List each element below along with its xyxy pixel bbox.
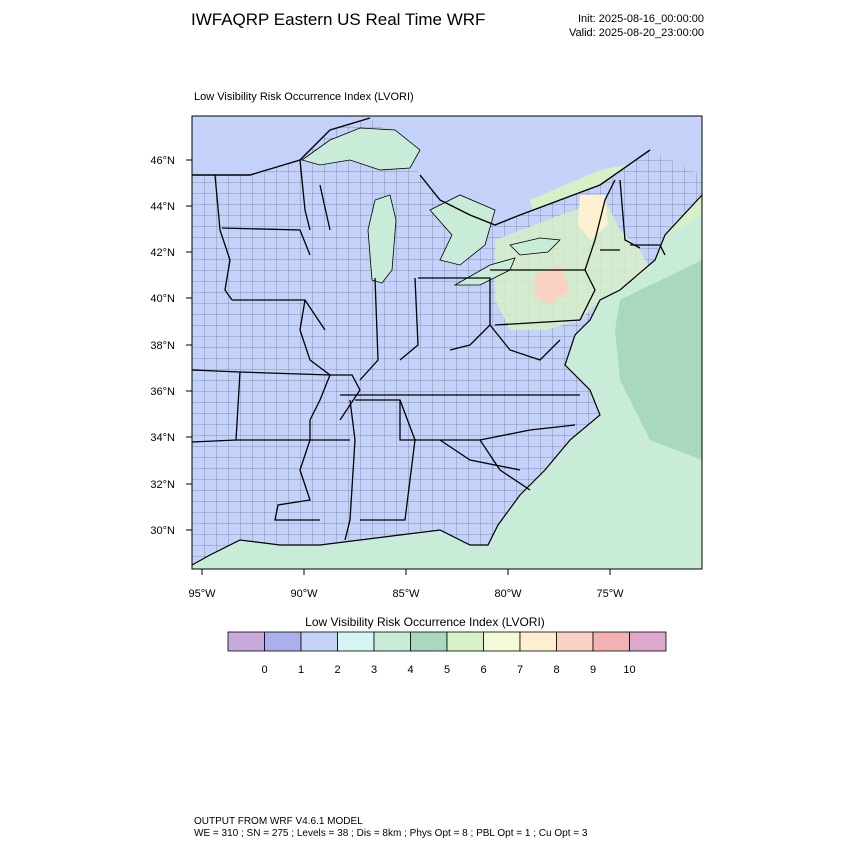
lat-label: 34°N — [150, 432, 175, 444]
lake-michigan — [367, 194, 397, 284]
main-title: IWFAQRP Eastern US Real Time WRF — [191, 10, 486, 29]
colorbar-label: 8 — [553, 664, 559, 676]
colorbar-box — [483, 631, 521, 652]
lon-label: 90°W — [290, 588, 318, 600]
country-border — [192, 117, 651, 226]
lon-label: 75°W — [596, 588, 624, 600]
map-area — [192, 116, 702, 569]
colorbar-label: 6 — [480, 664, 486, 676]
colorbar-box — [519, 631, 557, 652]
lon-ticks — [201, 569, 611, 575]
colorbar-label: 5 — [444, 664, 450, 676]
field-title: Low Visibility Risk Occurrence Index (LV… — [194, 91, 414, 103]
init-time: Init: 2025-08-16_00:00:00 — [578, 13, 704, 25]
colorbar-box — [337, 631, 375, 652]
lat-ticks — [186, 159, 192, 531]
lat-label: 38°N — [150, 340, 175, 352]
adirondack-high — [578, 195, 608, 240]
colorbar-label: 9 — [590, 664, 596, 676]
valid-time: Valid: 2025-08-20_23:00:00 — [569, 27, 704, 39]
map-frame — [191, 115, 703, 570]
colorbar-box — [373, 631, 411, 652]
lon-label: 85°W — [392, 588, 420, 600]
lake-superior — [301, 127, 421, 171]
state-boundaries — [192, 159, 666, 541]
lake-ontario — [509, 237, 561, 256]
footer-config: WE = 310 ; SN = 275 ; Levels = 38 ; Dis … — [194, 828, 588, 839]
colorbar — [227, 631, 667, 652]
colorbar-box — [227, 631, 265, 652]
northeast-green — [495, 200, 650, 330]
lon-label: 80°W — [494, 588, 522, 600]
colorbar-labels: 0 1 2 3 4 5 6 7 8 9 10 — [261, 664, 635, 676]
colorbar-title: Low Visibility Risk Occurrence Index (LV… — [305, 615, 545, 629]
colorbar-label: 2 — [334, 664, 340, 676]
colorbar-box — [446, 631, 484, 652]
atlantic-dark — [615, 260, 702, 460]
colorbar-box — [556, 631, 594, 652]
lat-label: 46°N — [150, 155, 175, 167]
colorbar-box — [592, 631, 630, 652]
colorbar-label: 4 — [407, 664, 413, 676]
lat-label: 42°N — [150, 247, 175, 259]
lat-label: 36°N — [150, 386, 175, 398]
lat-label: 30°N — [150, 525, 175, 537]
colorbar-label: 10 — [623, 664, 635, 676]
lat-label: 40°N — [150, 293, 175, 305]
colorbar-box — [629, 631, 667, 652]
lat-label: 32°N — [150, 479, 175, 491]
colorbar-box — [410, 631, 448, 652]
colorbar-box — [264, 631, 302, 652]
colorbar-label: 7 — [517, 664, 523, 676]
colorbar-label: 3 — [371, 664, 377, 676]
lake-huron — [429, 194, 496, 266]
colorbar-label: 0 — [261, 664, 267, 676]
colorbar-box — [300, 631, 338, 652]
pennsylvania-high — [535, 265, 570, 305]
colorbar-label: 1 — [298, 664, 304, 676]
lon-label: 95°W — [188, 588, 216, 600]
footer-model: OUTPUT FROM WRF V4.6.1 MODEL — [194, 816, 363, 827]
coastline — [192, 194, 702, 566]
lat-label: 44°N — [150, 201, 175, 213]
canada-land — [192, 116, 702, 225]
